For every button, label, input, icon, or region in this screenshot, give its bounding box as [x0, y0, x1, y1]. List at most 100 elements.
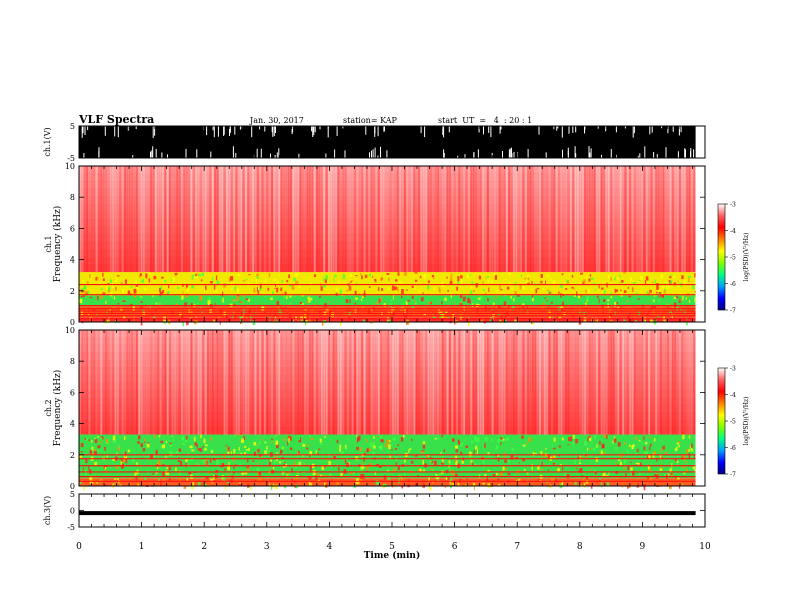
spectro-speckle	[558, 454, 561, 457]
spectro-speckle	[145, 456, 148, 460]
ch1-waveform-gap	[386, 150, 388, 158]
spectro-streak	[97, 330, 100, 435]
spectro-speckle	[688, 435, 690, 439]
spectro-speckle	[430, 468, 434, 470]
spectro-speckle	[156, 466, 159, 470]
spectro-speckle	[609, 319, 612, 321]
spectro-speckle	[449, 467, 451, 472]
spectro-speckle	[243, 436, 245, 440]
ch1-waveform-gap	[527, 149, 529, 159]
spectro-band-1	[79, 478, 696, 486]
ch1-waveform-gap	[477, 149, 479, 158]
spectro-speckle	[282, 465, 286, 468]
spectro-speckle	[649, 468, 652, 472]
spectro-streak	[266, 166, 269, 273]
spectro-streak	[178, 166, 181, 273]
spectro-speckle	[83, 290, 86, 294]
spectro-speckle	[418, 290, 421, 293]
spectro-streak	[114, 166, 117, 273]
ch1-waveform-gap	[217, 126, 219, 137]
spectro-speckle	[518, 462, 520, 464]
spectro-speckle	[585, 312, 587, 317]
spectro-streak	[448, 166, 451, 273]
spectro-speckle	[222, 297, 224, 303]
spectro-speckle	[168, 318, 171, 324]
spectro-speckle	[441, 435, 443, 438]
spectro-streak	[311, 330, 314, 435]
ch1-waveform-gap	[114, 126, 116, 137]
spectro-streak	[249, 330, 252, 435]
spectro-streak	[520, 330, 523, 435]
spectro-speckle	[380, 445, 383, 451]
spectro-streak	[114, 330, 117, 435]
spectro-speckle	[120, 461, 122, 465]
ch1-waveform-gap	[685, 149, 686, 159]
spectro-speckle	[504, 315, 507, 320]
spectro-speckle	[349, 471, 352, 475]
spectro-speckle	[586, 299, 588, 302]
spectro-speckle	[467, 300, 470, 303]
spectro-speckle	[664, 474, 666, 477]
spectro-streak	[190, 166, 193, 273]
spectro-streak	[320, 166, 323, 273]
spectro-speckle	[162, 281, 165, 283]
spectro-speckle	[661, 448, 663, 453]
spectro-speckle	[673, 296, 677, 300]
spectro-streak	[638, 330, 641, 435]
spectro-speckle	[315, 319, 317, 323]
spectro-speckle	[294, 485, 296, 488]
spectro-streak	[154, 330, 157, 435]
spectro-speckle	[455, 455, 458, 459]
figure-title: VLF Spectra	[79, 113, 155, 126]
spectro-speckle	[664, 452, 668, 454]
ch1-waveform-gap	[185, 148, 187, 159]
spectro-speckle	[274, 459, 276, 464]
spectro-speckle	[678, 445, 680, 448]
spectro-streak	[622, 330, 624, 435]
spectro-speckle	[457, 482, 460, 486]
spectro-streak	[652, 166, 655, 273]
spectro-streak	[93, 166, 96, 273]
colorbar-tick-label: -5	[730, 419, 736, 426]
spectro-streak	[287, 330, 290, 435]
spectro-streak	[648, 166, 651, 273]
spectro-speckle	[110, 311, 114, 313]
x-tick-label: 10	[699, 542, 711, 552]
spectro-streak	[154, 166, 157, 273]
spectro-speckle	[140, 273, 142, 277]
spectro-speckle	[593, 282, 596, 285]
spectro-speckle	[563, 282, 567, 284]
spectro-streak	[612, 330, 615, 435]
spectro-speckle	[436, 438, 439, 440]
spectro-fade	[79, 419, 696, 428]
spectro-streak	[152, 330, 155, 435]
spectro-speckle	[281, 471, 285, 475]
ch1-waveform-gap	[490, 126, 492, 138]
spectro-streak	[131, 330, 134, 435]
spectro-speckle	[371, 445, 374, 449]
ch1-waveform-gap	[610, 149, 612, 158]
colorbar-tick-label: -3	[730, 366, 736, 373]
spectro-streak	[157, 166, 160, 273]
spectro-fade	[79, 330, 696, 338]
spectro-speckle	[235, 472, 237, 475]
y-tick-label: 10	[65, 326, 75, 335]
spectro-speckle	[527, 282, 530, 285]
spectro-speckle	[275, 316, 277, 320]
spectro-streak	[669, 330, 672, 435]
spectro-speckle	[158, 302, 161, 306]
spectro-speckle	[186, 478, 189, 481]
spectro-streak	[188, 330, 190, 435]
spectro-streak	[124, 166, 126, 273]
spectro-speckle	[527, 310, 529, 314]
spectro-speckle	[340, 321, 342, 326]
spectro-speckle	[97, 445, 101, 449]
spectro-streak	[441, 330, 444, 435]
spectro-speckle	[278, 274, 280, 276]
spectro-speckle	[116, 466, 120, 468]
spectro-speckle	[580, 294, 582, 298]
ch1-waveform-gap	[104, 126, 106, 136]
spectro-streak	[603, 166, 606, 273]
spectro-speckle	[616, 464, 619, 466]
spectro-speckle	[299, 302, 303, 304]
